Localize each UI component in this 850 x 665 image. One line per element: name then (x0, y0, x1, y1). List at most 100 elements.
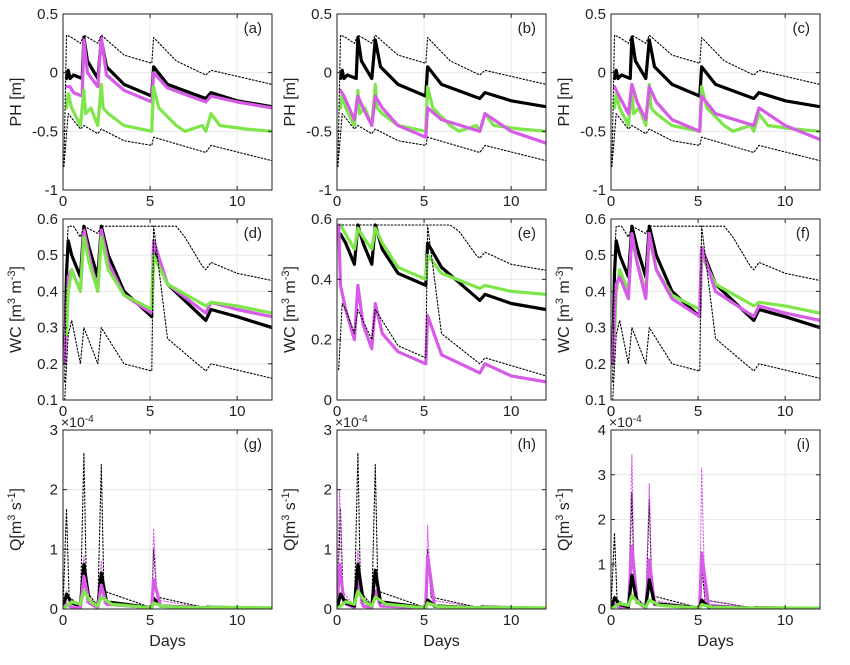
y-tick-label: 2 (324, 482, 332, 499)
series-line-green-solid (611, 594, 820, 609)
x-tick-label: 10 (503, 612, 520, 629)
panel-f: 0.1 0.2 0.3 0.4 0.5 0.6 0 5 10 (f) WC [m3 m-3] (554, 211, 821, 420)
panel-label: (b) (518, 20, 536, 37)
y-axis-label: WC [m3 m-3] (280, 266, 299, 353)
panel-b: -1 -0.5 0 0.5 0 5 10 (b) PH [m] (282, 6, 547, 210)
panel-d: 0.1 0.2 0.3 0.4 0.5 0.6 0 5 10 (d) WC [m3 m-3] (6, 211, 273, 420)
x-tick-label: 10 (229, 193, 246, 210)
x-tick-label: 10 (777, 193, 794, 210)
axes-frame (62, 218, 273, 401)
series-line-green-solid (64, 235, 272, 337)
series-line-green-solid (338, 223, 546, 296)
x-tick-label: 10 (777, 403, 794, 420)
y-tick-label: 0.6 (311, 211, 332, 228)
y-tick-label: 0.5 (585, 6, 606, 23)
axis-multiplier: ×10-4 (335, 414, 368, 431)
y-axis-label: Q[m3 s-1] (6, 488, 25, 551)
y-tick-label: 0 (598, 601, 606, 618)
series-group (337, 223, 546, 384)
series-line-black-dotted (63, 452, 272, 609)
panel-label: (i) (797, 436, 810, 453)
x-tick-label: 5 (694, 612, 702, 629)
y-tick-label: 1 (598, 556, 606, 573)
panel-a: -1 -0.5 0 0.5 0 5 10 (a) PH [m] (8, 6, 273, 210)
y-axis-label: WC [m3 m-3] (554, 266, 573, 353)
axes-frame (610, 13, 821, 191)
x-tick-label: 5 (146, 403, 154, 420)
panel-e: 0 0.2 0.4 0.6 0 5 10 (e) WC [m3 m-3] (280, 211, 547, 420)
y-tick-label: 0.1 (585, 392, 606, 409)
y-tick-label: 0 (324, 392, 332, 409)
series-line-magenta-solid (337, 223, 546, 384)
series-group (337, 452, 546, 609)
series-line-black-dotted (64, 225, 272, 383)
y-tick-label: 0.2 (37, 356, 58, 373)
series-line-magenta-solid (611, 231, 820, 366)
series-line-black-dotted (611, 34, 820, 168)
y-tick-label: 0 (50, 601, 58, 618)
series-line-green-solid (64, 82, 272, 133)
y-tick-label: -1 (593, 182, 606, 199)
y-axis-label: PH [m] (556, 78, 573, 127)
series-group (611, 34, 820, 168)
series-line-black-solid (612, 35, 820, 109)
x-axis-label: Days (149, 633, 185, 650)
x-tick-label: 0 (59, 193, 67, 210)
y-tick-label: 0.1 (37, 392, 58, 409)
series-line-black-dotted (337, 452, 546, 609)
y-tick-label: -0.5 (580, 123, 606, 140)
x-axis-label: Days (423, 633, 459, 650)
axes-frame (62, 429, 273, 610)
series-group (337, 34, 546, 168)
panel-label: (g) (244, 436, 262, 453)
series-line-green-solid (63, 589, 272, 609)
y-axis-label: PH [m] (282, 78, 299, 127)
x-tick-label: 0 (607, 193, 615, 210)
y-tick-label: 1 (324, 541, 332, 558)
series-line-black-solid (611, 224, 820, 366)
y-tick-label: 2 (50, 482, 58, 499)
x-tick-label: 10 (229, 403, 246, 420)
x-tick-label: 5 (694, 193, 702, 210)
x-tick-label: 5 (420, 193, 428, 210)
y-axis-label: Q[m3 s-1] (280, 488, 299, 551)
y-tick-label: 0 (324, 65, 332, 82)
y-tick-label: -1 (45, 182, 58, 199)
series-line-black-dotted (611, 113, 820, 168)
series-line-black-dotted (612, 225, 820, 383)
series-line-black-dotted (337, 113, 546, 168)
y-tick-label: 3 (50, 422, 58, 439)
y-tick-label: 0.2 (311, 332, 332, 349)
panel-label: (c) (793, 20, 811, 37)
x-tick-label: 5 (694, 403, 702, 420)
y-tick-label: 0.5 (37, 6, 58, 23)
y-tick-label: -0.5 (32, 123, 58, 140)
series-line-magenta-dotted (337, 489, 546, 609)
y-tick-label: -1 (319, 182, 332, 199)
axis-multiplier: ×10-4 (609, 414, 642, 431)
y-tick-label: 0.6 (585, 211, 606, 228)
x-tick-label: 10 (777, 612, 794, 629)
axes-frame (62, 13, 273, 191)
series-line-black-dotted (612, 225, 820, 400)
series-line-black-solid (338, 35, 546, 109)
panel-c: -1 -0.5 0 0.5 0 5 10 (c) PH [m] (556, 6, 821, 210)
series-line-green-solid (337, 589, 546, 609)
series-group (611, 454, 820, 609)
plot-area (611, 219, 820, 400)
axes-frame (336, 218, 547, 401)
panel-label: (a) (244, 20, 262, 37)
series-line-black-dotted (64, 225, 272, 400)
y-tick-label: 0.4 (37, 283, 58, 300)
x-tick-label: 5 (146, 193, 154, 210)
series-line-black-dotted (63, 113, 272, 168)
plot-area (63, 430, 272, 609)
y-tick-label: 0 (598, 65, 606, 82)
y-tick-label: 2 (598, 512, 606, 529)
series-line-magenta-dotted (63, 527, 272, 609)
panel-label: (f) (796, 225, 810, 242)
y-tick-label: 0.5 (37, 247, 58, 264)
y-tick-label: 0.6 (37, 211, 58, 228)
series-group (63, 34, 272, 168)
y-tick-label: 0.5 (585, 247, 606, 264)
